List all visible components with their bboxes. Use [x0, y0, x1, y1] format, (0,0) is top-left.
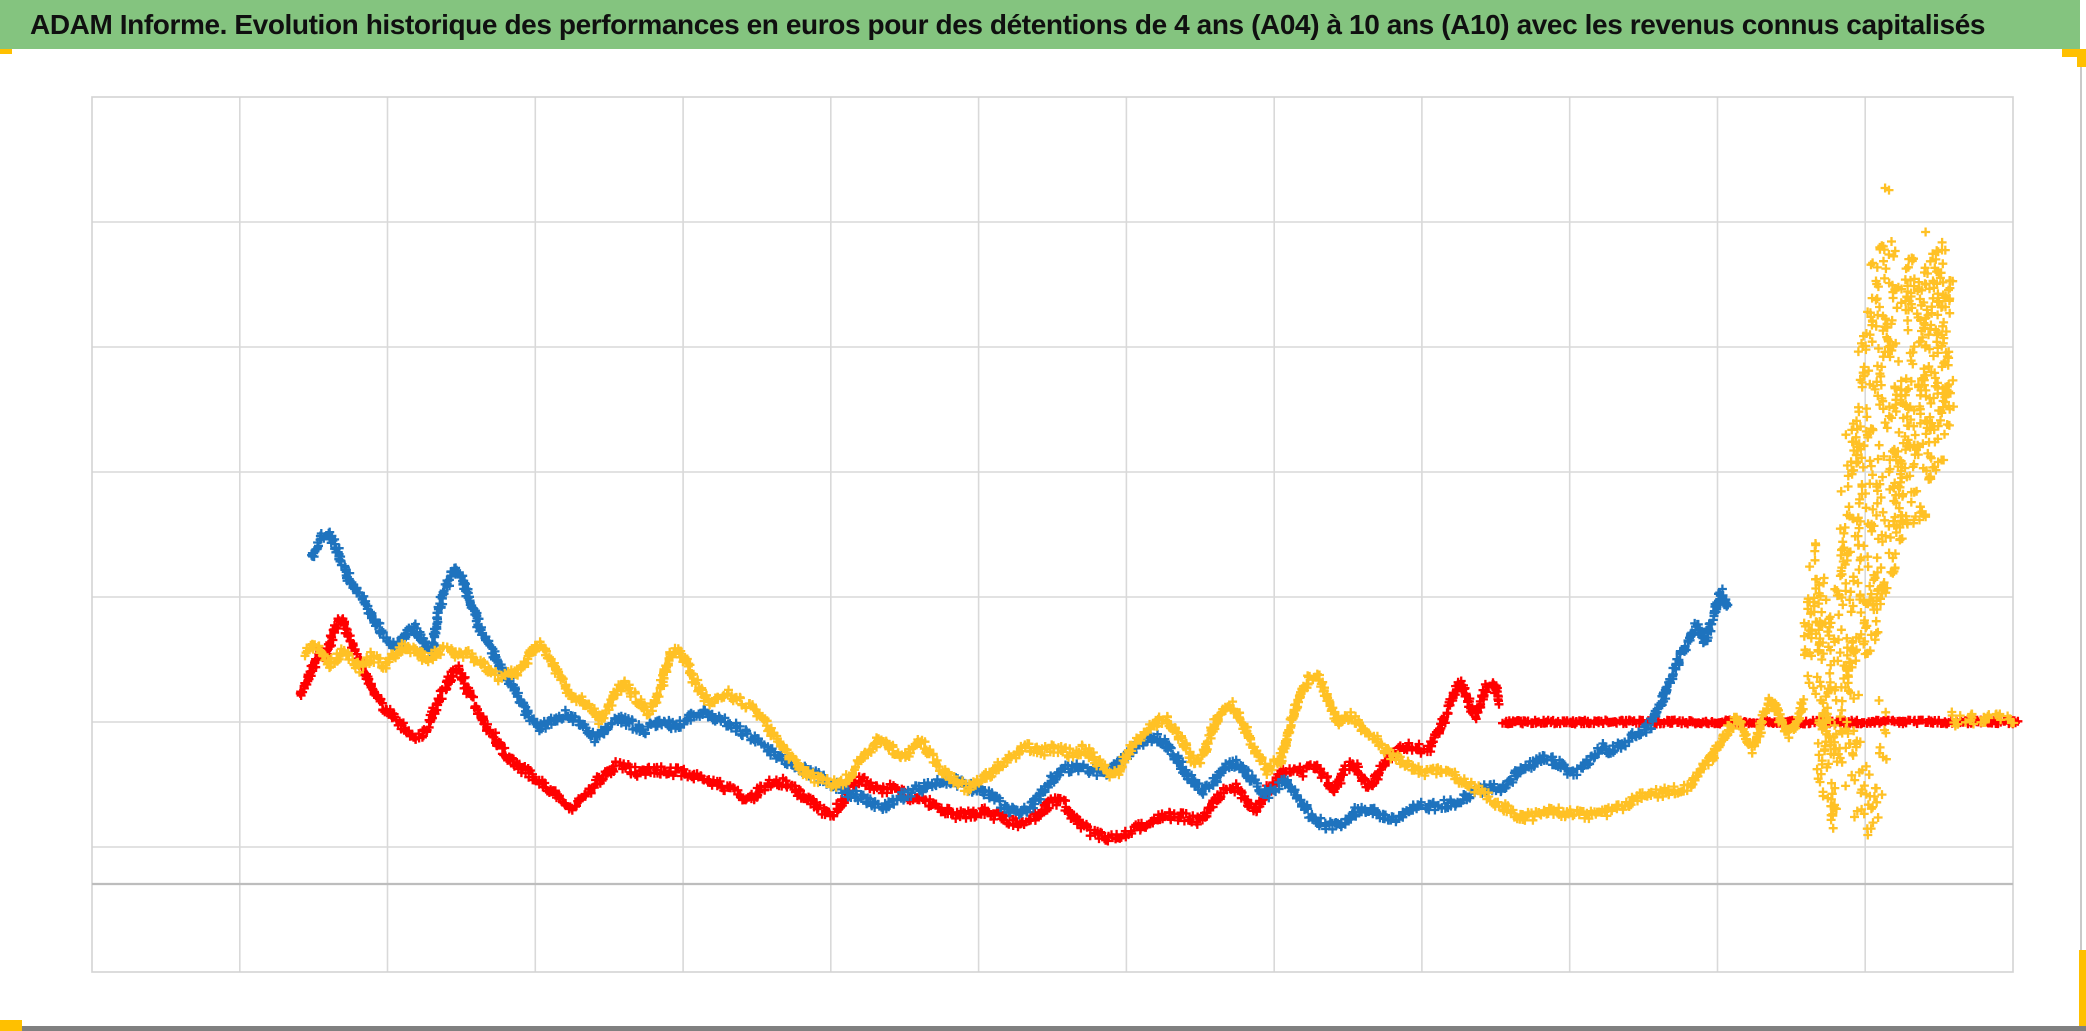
series-blue-markers [307, 527, 1733, 834]
yellow-cell-accent-top-right-vertical [2077, 49, 2086, 67]
yellow-cell-accent-top-right-horizontal [2062, 49, 2086, 57]
gridlines [92, 97, 2013, 972]
yellow-cell-accent-bottom-left [0, 1020, 22, 1031]
series-yellow-markers [300, 183, 2019, 840]
sheet-header-row: ADAM Informe. Evolution historique des p… [0, 0, 2080, 49]
yellow-cell-accent-bottom-right [2079, 950, 2086, 1026]
page-title: ADAM Informe. Evolution historique des p… [30, 8, 1986, 40]
plot-border [91, 96, 2014, 973]
sheet-right-edge-line [2080, 67, 2082, 950]
window-bottom-edge [0, 1026, 2086, 1031]
yellow-cell-accent-top-left [0, 48, 12, 54]
